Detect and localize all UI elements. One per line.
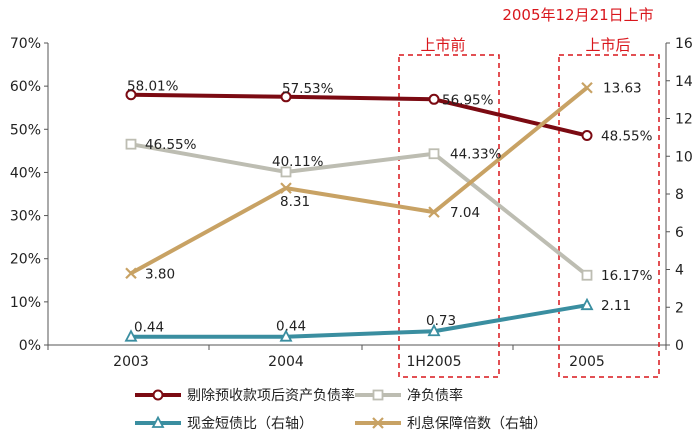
series-4-data-label: 8.31 xyxy=(280,194,310,210)
left-tick-label: 20% xyxy=(10,252,41,268)
series-3-marker xyxy=(580,297,594,311)
legend-label: 利息保障倍数（右轴） xyxy=(407,415,547,432)
x-tick-label: 2004 xyxy=(268,354,304,370)
series-lines xyxy=(130,86,589,339)
left-tick-label: 50% xyxy=(10,122,41,138)
series-1-marker xyxy=(125,89,137,101)
right-tick-label: 4 xyxy=(675,263,684,279)
before-listing-annotation: 上市前 xyxy=(420,36,465,54)
series-2-marker xyxy=(280,166,292,178)
legend-label: 净负债率 xyxy=(407,387,463,404)
legend-swatch-marker xyxy=(152,389,164,401)
legend-label: 剔除预收款项后资产负债率 xyxy=(187,387,355,404)
right-tick-label: 12 xyxy=(675,112,693,128)
series-markers xyxy=(124,81,594,342)
right-tick-label: 16 xyxy=(675,36,693,52)
series-4-data-label: 13.63 xyxy=(603,81,642,97)
before-listing-box xyxy=(398,54,500,378)
series-3-marker xyxy=(279,329,293,342)
series-3-marker xyxy=(427,323,441,337)
legend-swatch-marker xyxy=(372,417,384,429)
series-2-data-label: 46.55% xyxy=(145,137,197,153)
series-3-marker xyxy=(124,329,138,342)
left-tick-label: 0% xyxy=(19,338,41,354)
left-tick-label: 70% xyxy=(10,36,41,52)
series-1-marker xyxy=(581,130,593,142)
series-3-data-label: 0.44 xyxy=(134,320,164,336)
left-tick-label: 60% xyxy=(10,79,41,95)
x-tick-label: 1H2005 xyxy=(406,354,461,370)
listing-date-annotation: 2005年12月21日上市 xyxy=(502,6,653,24)
left-tick-label: 10% xyxy=(10,295,41,311)
left-tick-label: 30% xyxy=(10,209,41,225)
legend-swatch-marker xyxy=(151,415,165,428)
after-listing-box xyxy=(558,54,660,378)
series-2-marker xyxy=(125,138,137,150)
series-line-2 xyxy=(130,142,589,277)
series-3-data-label: 2.11 xyxy=(601,298,631,314)
legend-swatch-marker xyxy=(372,389,384,401)
series-4-marker xyxy=(125,267,137,280)
data-labels: 58.01% 57.53% 56.95% 48.55% 46.55% 40.11% 44.3… xyxy=(127,79,653,336)
series-4-marker xyxy=(428,206,440,218)
series-1-marker xyxy=(428,93,440,105)
series-4-marker xyxy=(280,182,292,194)
series-3-data-label: 0.73 xyxy=(426,313,456,329)
series-1-data-label: 48.55% xyxy=(601,129,653,145)
series-2-marker xyxy=(581,269,593,281)
series-2-data-label: 44.33% xyxy=(450,147,502,163)
series-3-data-label: 0.44 xyxy=(276,319,306,335)
series-4-data-label: 3.80 xyxy=(145,266,175,282)
series-4-marker xyxy=(581,81,593,94)
highlight-boxes xyxy=(398,54,660,378)
series-2-data-label: 16.17% xyxy=(601,268,653,284)
series-1-marker xyxy=(280,91,292,103)
right-tick-label: 14 xyxy=(675,74,693,90)
x-tick-label: 2003 xyxy=(113,354,149,370)
series-1-data-label: 57.53% xyxy=(282,81,334,97)
right-tick-label: 6 xyxy=(675,225,684,241)
series-2-data-label: 40.11% xyxy=(272,154,324,170)
annotations: 2005年12月21日上市 上市前 上市后 xyxy=(420,6,653,54)
right-tick-label: 0 xyxy=(675,338,684,354)
left-tick-label: 40% xyxy=(10,165,41,181)
right-tick-label: 2 xyxy=(675,300,684,316)
after-listing-annotation: 上市后 xyxy=(585,36,630,54)
series-2-marker xyxy=(428,148,440,160)
x-tick-label: 2005 xyxy=(569,354,605,370)
series-line-4 xyxy=(130,86,589,276)
series-1-data-label: 58.01% xyxy=(127,79,179,95)
series-1-data-label: 56.95% xyxy=(442,92,494,108)
axes: 0% 10% 20% 30% 40% 50% 60% 70% 0 2 4 6 8 10 12 14 16 2003… xyxy=(10,36,693,370)
legend-label: 现金短债比（右轴） xyxy=(187,416,313,432)
series-line-1 xyxy=(130,92,588,138)
right-tick-label: 10 xyxy=(675,149,693,165)
series-4-data-label: 7.04 xyxy=(450,205,480,221)
series-line-3 xyxy=(131,303,588,339)
right-tick-label: 8 xyxy=(675,187,684,203)
